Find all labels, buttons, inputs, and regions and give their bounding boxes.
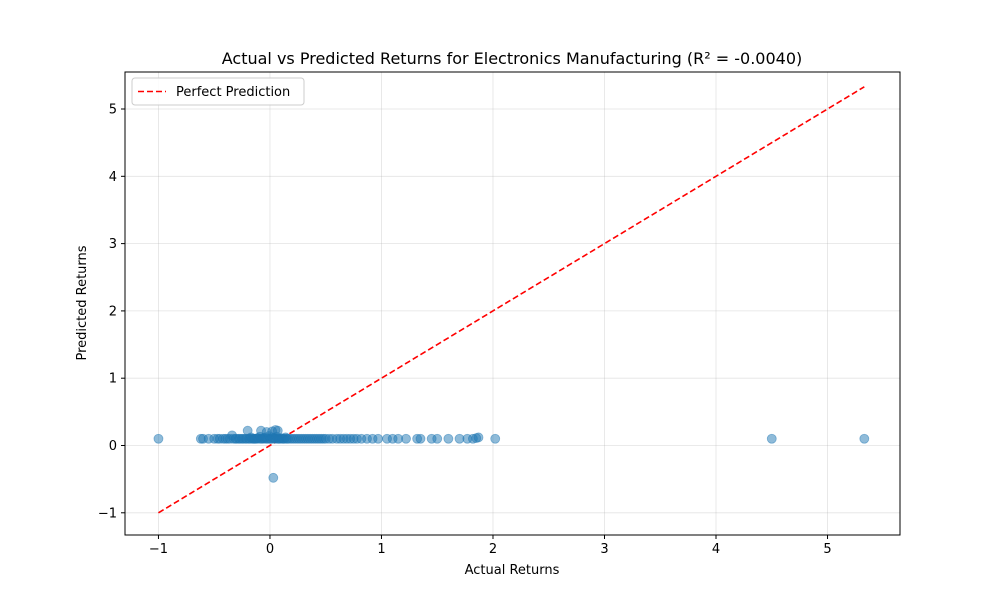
grid	[125, 72, 900, 535]
x-axis-label: Actual Returns	[465, 563, 560, 578]
y-axis-label: Predicted Returns	[75, 245, 90, 360]
data-point	[272, 425, 283, 436]
y-tick-label: 4	[109, 170, 117, 185]
y-tick-label: 5	[109, 103, 117, 118]
x-axis-ticks: −1 0 1 2 3 4 5	[149, 535, 832, 557]
x-tick-label: 2	[489, 542, 497, 557]
y-tick-label: 2	[109, 304, 117, 319]
legend-box	[131, 77, 305, 106]
points-layer	[153, 425, 870, 483]
y-tick-label: 0	[109, 439, 117, 454]
y-tick-label: 3	[109, 237, 117, 252]
x-tick-label: 0	[266, 542, 274, 557]
data-point	[401, 433, 411, 444]
data-point	[766, 433, 777, 444]
data-point	[443, 433, 454, 444]
data-point	[473, 432, 484, 443]
legend: Perfect Prediction	[131, 77, 305, 106]
data-point	[432, 433, 443, 444]
data-point	[268, 472, 279, 483]
data-point	[153, 433, 164, 444]
x-tick-label: 3	[600, 542, 608, 557]
data-point	[859, 433, 870, 444]
plot-frame	[124, 71, 901, 536]
y-tick-label: −1	[98, 506, 117, 521]
x-tick-label: 4	[712, 542, 720, 557]
data-point	[373, 433, 384, 444]
y-tick-label: 1	[109, 372, 117, 387]
x-tick-label: 1	[377, 542, 385, 557]
x-tick-label: 5	[823, 542, 831, 557]
x-tick-label: −1	[149, 542, 168, 557]
data-point	[490, 433, 501, 444]
chart-title: Actual vs Predicted Returns for Electron…	[222, 49, 802, 68]
data-point	[415, 433, 426, 444]
y-axis-ticks: −1 0 1 2 3 4 5	[98, 103, 125, 521]
legend-label-perfect-prediction: Perfect Prediction	[176, 85, 290, 100]
